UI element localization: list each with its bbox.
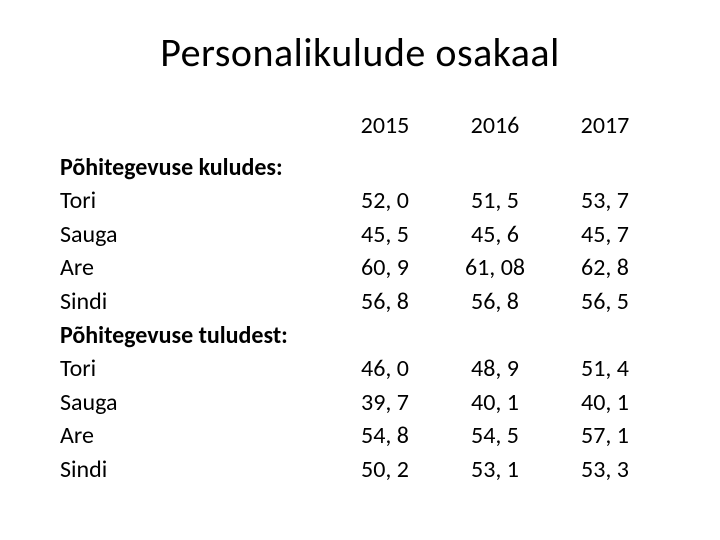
data-cell: 53, 3 xyxy=(550,453,660,487)
data-cell: 40, 1 xyxy=(440,386,550,420)
data-cell: 60, 9 xyxy=(330,251,440,285)
data-cell: 48, 9 xyxy=(440,352,550,386)
column-header: 2015 xyxy=(330,109,440,151)
column-header: 2016 xyxy=(440,109,550,151)
data-cell: 61, 08 xyxy=(440,251,550,285)
row-label: Sauga xyxy=(60,386,330,420)
data-cell: 57, 1 xyxy=(550,419,660,453)
data-table: 2015 2016 2017 Põhitegevuse kuludes: Tor… xyxy=(60,109,660,487)
row-label: Tori xyxy=(60,184,330,218)
data-cell: 45, 7 xyxy=(550,218,660,252)
data-cell: 50, 2 xyxy=(330,453,440,487)
row-label: Sauga xyxy=(60,218,330,252)
data-cell: 40, 1 xyxy=(550,386,660,420)
data-cell: 56, 8 xyxy=(440,285,550,319)
data-cell: 45, 6 xyxy=(440,218,550,252)
header-spacer xyxy=(60,109,330,151)
column-header: 2017 xyxy=(550,109,660,151)
row-label: Sindi xyxy=(60,285,330,319)
data-cell: 54, 8 xyxy=(330,419,440,453)
empty-cell xyxy=(550,319,660,353)
empty-cell xyxy=(550,151,660,185)
section-header: Põhitegevuse tuludest: xyxy=(60,319,330,353)
row-label: Are xyxy=(60,419,330,453)
data-cell: 56, 5 xyxy=(550,285,660,319)
row-label: Are xyxy=(60,251,330,285)
data-cell: 45, 5 xyxy=(330,218,440,252)
empty-cell xyxy=(330,319,440,353)
data-cell: 46, 0 xyxy=(330,352,440,386)
data-cell: 39, 7 xyxy=(330,386,440,420)
data-cell: 62, 8 xyxy=(550,251,660,285)
data-cell: 53, 1 xyxy=(440,453,550,487)
page-title: Personalikulude osakaal xyxy=(60,28,660,77)
data-cell: 51, 4 xyxy=(550,352,660,386)
empty-cell xyxy=(440,151,550,185)
empty-cell xyxy=(330,151,440,185)
data-cell: 54, 5 xyxy=(440,419,550,453)
empty-cell xyxy=(440,319,550,353)
row-label: Tori xyxy=(60,352,330,386)
section-header: Põhitegevuse kuludes: xyxy=(60,151,330,185)
data-cell: 51, 5 xyxy=(440,184,550,218)
data-cell: 56, 8 xyxy=(330,285,440,319)
data-cell: 52, 0 xyxy=(330,184,440,218)
data-cell: 53, 7 xyxy=(550,184,660,218)
row-label: Sindi xyxy=(60,453,330,487)
